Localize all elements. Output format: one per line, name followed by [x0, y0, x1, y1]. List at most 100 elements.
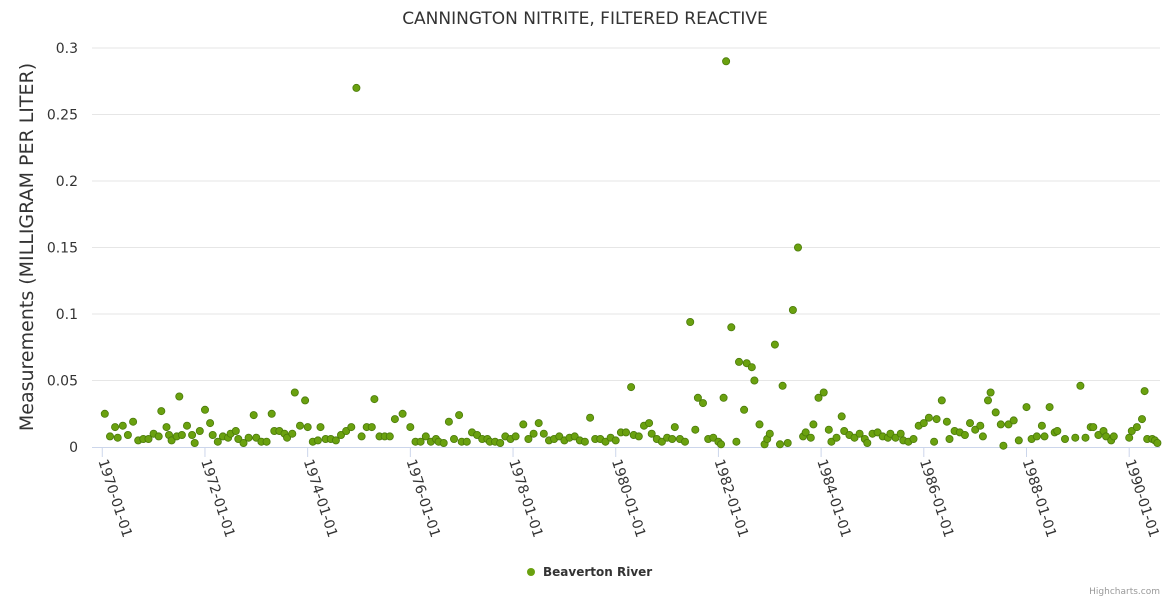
data-point[interactable]: [157, 407, 166, 416]
data-point[interactable]: [819, 388, 828, 397]
data-point[interactable]: [801, 428, 810, 437]
legend[interactable]: Beaverton River: [527, 565, 652, 579]
data-point[interactable]: [1022, 403, 1031, 412]
data-point[interactable]: [195, 426, 204, 435]
data-point[interactable]: [244, 433, 253, 442]
data-point[interactable]: [357, 432, 366, 441]
data-point[interactable]: [1053, 426, 1062, 435]
data-point[interactable]: [200, 405, 209, 414]
data-point[interactable]: [611, 436, 620, 445]
data-point[interactable]: [1153, 438, 1162, 447]
data-point[interactable]: [1009, 416, 1018, 425]
data-point[interactable]: [100, 409, 109, 418]
data-point[interactable]: [863, 438, 872, 447]
data-point[interactable]: [806, 433, 815, 442]
data-point[interactable]: [190, 438, 199, 447]
data-point[interactable]: [295, 421, 304, 430]
data-point[interactable]: [681, 437, 690, 446]
credits-link[interactable]: Highcharts.com: [1089, 587, 1160, 597]
data-point[interactable]: [1132, 423, 1141, 432]
data-point[interactable]: [924, 413, 933, 422]
data-point[interactable]: [129, 417, 138, 426]
data-point[interactable]: [462, 437, 471, 446]
data-point[interactable]: [1089, 423, 1098, 432]
data-point[interactable]: [511, 432, 520, 441]
data-point[interactable]: [1081, 433, 1090, 442]
data-point[interactable]: [722, 57, 731, 66]
data-point[interactable]: [370, 395, 379, 404]
data-point[interactable]: [123, 430, 132, 439]
data-point[interactable]: [421, 432, 430, 441]
data-point[interactable]: [942, 417, 951, 426]
data-point[interactable]: [909, 434, 918, 443]
legend-label-beaverton-river[interactable]: Beaverton River: [543, 565, 652, 579]
data-point[interactable]: [919, 419, 928, 428]
data-point[interactable]: [750, 376, 759, 385]
data-point[interactable]: [717, 440, 726, 449]
data-point[interactable]: [719, 393, 728, 402]
data-point[interactable]: [455, 411, 464, 420]
data-point[interactable]: [444, 417, 453, 426]
data-point[interactable]: [960, 430, 969, 439]
data-point[interactable]: [727, 323, 736, 332]
data-point[interactable]: [886, 429, 895, 438]
data-point[interactable]: [177, 430, 186, 439]
data-point[interactable]: [668, 434, 677, 443]
data-point[interactable]: [996, 420, 1005, 429]
data-point[interactable]: [930, 437, 939, 446]
data-point[interactable]: [840, 426, 849, 435]
data-point[interactable]: [249, 411, 258, 420]
data-point[interactable]: [657, 437, 666, 446]
data-point[interactable]: [208, 430, 217, 439]
data-point[interactable]: [267, 409, 276, 418]
data-point[interactable]: [991, 408, 1000, 417]
data-point[interactable]: [999, 441, 1008, 450]
data-point[interactable]: [645, 419, 654, 428]
data-point[interactable]: [416, 437, 425, 446]
data-point[interactable]: [634, 432, 643, 441]
data-point[interactable]: [770, 340, 779, 349]
data-point[interactable]: [937, 396, 946, 405]
data-point[interactable]: [580, 437, 589, 446]
data-point[interactable]: [966, 419, 975, 428]
data-point[interactable]: [336, 430, 345, 439]
data-point[interactable]: [747, 363, 756, 372]
data-point[interactable]: [978, 432, 987, 441]
data-point[interactable]: [586, 413, 595, 422]
data-point[interactable]: [1037, 421, 1046, 430]
data-point[interactable]: [686, 317, 695, 326]
data-point[interactable]: [765, 429, 774, 438]
data-point[interactable]: [1071, 433, 1080, 442]
data-point[interactable]: [113, 433, 122, 442]
data-point[interactable]: [1032, 432, 1041, 441]
data-point[interactable]: [301, 396, 310, 405]
data-point[interactable]: [206, 419, 215, 428]
data-point[interactable]: [755, 420, 764, 429]
data-point[interactable]: [1045, 403, 1054, 412]
data-point[interactable]: [316, 423, 325, 432]
data-point[interactable]: [188, 430, 197, 439]
data-point[interactable]: [837, 412, 846, 421]
data-point[interactable]: [262, 437, 271, 446]
data-point[interactable]: [932, 415, 941, 424]
data-point[interactable]: [519, 420, 528, 429]
data-point[interactable]: [398, 409, 407, 418]
data-point[interactable]: [699, 399, 708, 408]
data-point[interactable]: [1109, 432, 1118, 441]
data-point[interactable]: [647, 429, 656, 438]
data-point[interactable]: [283, 433, 292, 442]
data-point[interactable]: [352, 83, 361, 92]
data-point[interactable]: [231, 426, 240, 435]
data-point[interactable]: [213, 437, 222, 446]
data-point[interactable]: [855, 429, 864, 438]
data-point[interactable]: [824, 425, 833, 434]
data-point[interactable]: [1138, 415, 1147, 424]
data-point[interactable]: [385, 432, 394, 441]
data-point[interactable]: [1061, 434, 1070, 443]
data-point[interactable]: [622, 428, 631, 437]
data-point[interactable]: [809, 420, 818, 429]
data-point[interactable]: [1125, 433, 1134, 442]
data-point[interactable]: [986, 388, 995, 397]
data-point[interactable]: [303, 423, 312, 432]
data-point[interactable]: [162, 423, 171, 432]
